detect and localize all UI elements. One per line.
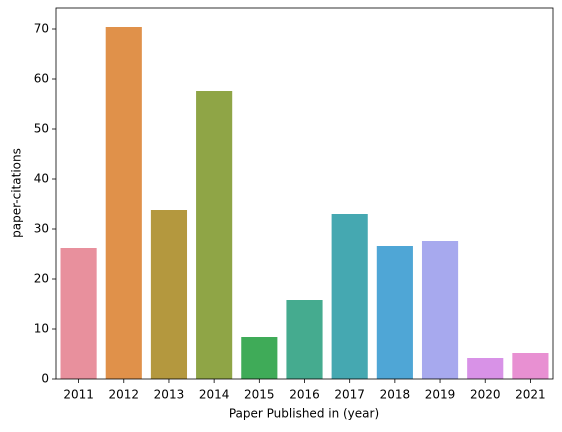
bar [105, 27, 142, 379]
bar [421, 241, 459, 379]
x-tick-label: 2021 [515, 388, 546, 402]
y-tick-label: 40 [34, 172, 49, 186]
y-tick-label: 50 [34, 122, 49, 136]
x-tick-label: 2012 [108, 388, 139, 402]
x-tick-label: 2011 [63, 388, 94, 402]
x-tick-label: 2017 [334, 388, 365, 402]
bar [150, 210, 188, 379]
y-tick-label: 10 [34, 322, 49, 336]
x-tick-label: 2019 [425, 388, 456, 402]
bar [196, 91, 233, 379]
y-tick-label: 30 [34, 222, 49, 236]
y-tick-label: 70 [34, 22, 49, 36]
y-tick-label: 0 [41, 372, 49, 386]
bar [241, 337, 278, 379]
y-tick-label: 60 [34, 72, 49, 86]
x-tick-label: 2014 [199, 388, 230, 402]
bar [376, 246, 413, 379]
y-axis-label: paper-citations [10, 148, 24, 238]
x-tick-label: 2018 [380, 388, 411, 402]
bar [286, 300, 323, 379]
bar [331, 214, 368, 379]
plot-frame [55, 7, 554, 380]
bar [467, 358, 504, 379]
x-tick-label: 2013 [154, 388, 185, 402]
x-axis-label: Paper Published in (year) [229, 407, 379, 421]
x-tick-label: 2016 [289, 388, 320, 402]
bar [512, 353, 549, 379]
y-tick-label: 20 [34, 272, 49, 286]
bar [60, 248, 97, 379]
x-tick-label: 2015 [244, 388, 275, 402]
x-tick-label: 2020 [470, 388, 501, 402]
